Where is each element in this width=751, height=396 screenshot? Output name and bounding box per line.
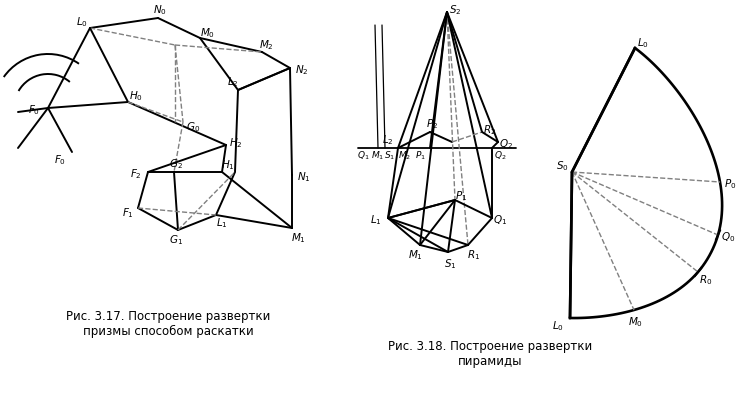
Text: $M_1$: $M_1$	[408, 248, 423, 262]
Text: $S_2$: $S_2$	[449, 3, 461, 17]
Text: $H_0$: $H_0$	[129, 89, 143, 103]
Text: $Q_0$: $Q_0$	[721, 230, 735, 244]
Text: $S_0$: $S_0$	[556, 159, 569, 173]
Text: $M_2$: $M_2$	[399, 150, 412, 162]
Text: Рис. 3.17. Построение развертки
призмы способом раскатки: Рис. 3.17. Построение развертки призмы с…	[66, 310, 270, 338]
Text: $M_1$: $M_1$	[371, 150, 385, 162]
Text: $M_1$: $M_1$	[291, 231, 306, 245]
Text: $P_0$: $P_0$	[724, 177, 736, 191]
Text: $Q_2$: $Q_2$	[499, 137, 513, 151]
Text: $L_2$: $L_2$	[228, 75, 239, 89]
Text: $L_1$: $L_1$	[370, 213, 382, 227]
Text: $L_0$: $L_0$	[637, 36, 649, 50]
Text: $R_1$: $R_1$	[467, 248, 481, 262]
Text: $H_2$: $H_2$	[229, 136, 243, 150]
Text: $L_0$: $L_0$	[76, 15, 88, 29]
Text: $P_1$: $P_1$	[415, 150, 426, 162]
Text: Рис. 3.18. Построение развертки
пирамиды: Рис. 3.18. Построение развертки пирамиды	[388, 340, 592, 368]
Text: $P_1$: $P_1$	[455, 189, 467, 203]
Text: $G_0$: $G_0$	[186, 120, 200, 134]
Text: $P_2$: $P_2$	[426, 117, 438, 131]
Text: $Q_1$: $Q_1$	[493, 213, 507, 227]
Text: $N_0$: $N_0$	[153, 3, 167, 17]
Text: $L_2$: $L_2$	[382, 133, 394, 147]
Text: $G_2$: $G_2$	[169, 157, 183, 171]
Text: $F_0$: $F_0$	[54, 153, 66, 167]
Text: $M_0$: $M_0$	[629, 315, 644, 329]
Text: $N_2$: $N_2$	[295, 63, 309, 77]
Text: $Q_1$: $Q_1$	[357, 150, 369, 162]
Text: $R_2$: $R_2$	[484, 123, 496, 137]
Text: $R_0$: $R_0$	[699, 273, 713, 287]
Text: $G_1$: $G_1$	[169, 233, 183, 247]
Text: $S_1$: $S_1$	[385, 150, 396, 162]
Text: $H_1$: $H_1$	[221, 158, 235, 172]
Text: $M_2$: $M_2$	[258, 38, 273, 52]
Text: $S_1$: $S_1$	[444, 257, 457, 271]
Text: $Q_2$: $Q_2$	[493, 150, 506, 162]
Text: $F_2$: $F_2$	[130, 167, 142, 181]
Text: $F_1$: $F_1$	[122, 206, 134, 220]
Text: $L_0$: $L_0$	[552, 319, 564, 333]
Text: $N_1$: $N_1$	[297, 170, 311, 184]
Text: $L_1$: $L_1$	[216, 216, 228, 230]
Text: $M_0$: $M_0$	[201, 26, 216, 40]
Text: $F_0$: $F_0$	[28, 103, 40, 117]
